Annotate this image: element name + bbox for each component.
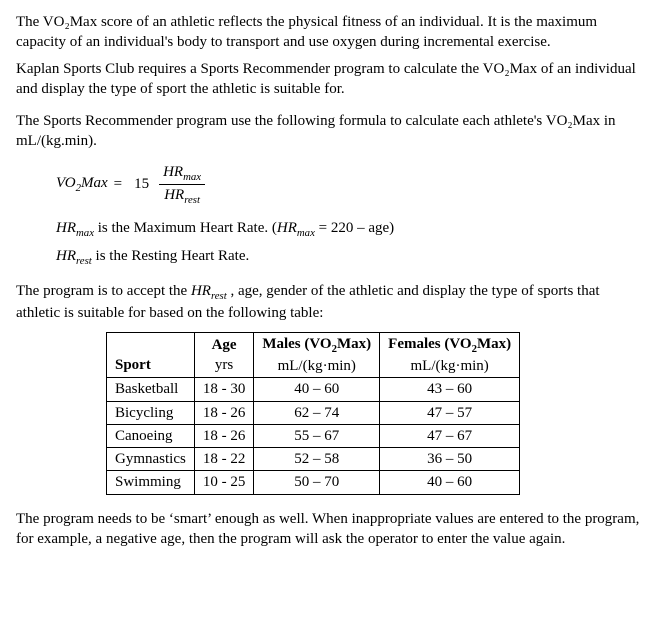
cell-male: 40 – 60 [254, 378, 380, 401]
cell-sport: Swimming [107, 471, 195, 494]
cell-age: 18 - 26 [194, 424, 254, 447]
intro-paragraph-2: Kaplan Sports Club requires a Sports Rec… [16, 59, 644, 100]
def-hrmax: HRmax is the Maximum Heart Rate. (HRmax … [56, 218, 644, 241]
cell-male: 55 – 67 [254, 424, 380, 447]
mid-paragraph: The program is to accept the HRrest , ag… [16, 281, 644, 324]
table-row: Canoeing 18 - 26 55 – 67 47 – 67 [107, 424, 520, 447]
col-female: Females (VO2Max) mL/(kg·min) [380, 332, 520, 378]
cell-sport: Bicycling [107, 401, 195, 424]
hrmax-term: HRmax [56, 220, 94, 236]
hrmax-text: is the Maximum Heart Rate. ( [94, 220, 277, 236]
closing-paragraph: The program needs to be ‘smart’ enough a… [16, 509, 644, 550]
table-row: Bicycling 18 - 26 62 – 74 47 – 57 [107, 401, 520, 424]
cell-female: 40 – 60 [380, 471, 520, 494]
intro-paragraph-3: The Sports Recommender program use the f… [16, 111, 644, 152]
hrmax-term-2: HRmax [277, 220, 315, 236]
cell-sport: Canoeing [107, 424, 195, 447]
cell-age: 18 - 22 [194, 448, 254, 471]
formula-denominator: HRrest [160, 185, 204, 208]
cell-female: 47 – 67 [380, 424, 520, 447]
col-age: Age yrs [194, 332, 254, 378]
intro-paragraph-1: The VO₂Max score of an athletic reflects… [16, 12, 644, 53]
formula-lhs: VO2Max [56, 173, 108, 196]
cell-age: 18 - 30 [194, 378, 254, 401]
cell-age: 18 - 26 [194, 401, 254, 424]
def-hrrest: HRrest is the Resting Heart Rate. [56, 246, 644, 269]
cell-age: 10 - 25 [194, 471, 254, 494]
cell-male: 50 – 70 [254, 471, 380, 494]
cell-female: 47 – 57 [380, 401, 520, 424]
cell-sport: Basketball [107, 378, 195, 401]
formula-coef: 15 [134, 174, 149, 194]
hrrest-term: HRrest [56, 248, 92, 264]
vo2max-formula: VO2Max = 15 HRmax HRrest [56, 162, 644, 208]
formula-equals: = [114, 174, 122, 194]
formula-definitions: HRmax is the Maximum Heart Rate. (HRmax … [56, 218, 644, 269]
cell-male: 52 – 58 [254, 448, 380, 471]
formula-numerator: HRmax [159, 162, 205, 186]
table-row: Gymnastics 18 - 22 52 – 58 36 – 50 [107, 448, 520, 471]
table-header-row: Sport Age yrs Males (VO2Max) mL/(kg·min)… [107, 332, 520, 378]
cell-sport: Gymnastics [107, 448, 195, 471]
table-row: Swimming 10 - 25 50 – 70 40 – 60 [107, 471, 520, 494]
cell-female: 36 – 50 [380, 448, 520, 471]
table-row: Basketball 18 - 30 40 – 60 43 – 60 [107, 378, 520, 401]
col-male: Males (VO2Max) mL/(kg·min) [254, 332, 380, 378]
cell-male: 62 – 74 [254, 401, 380, 424]
cell-female: 43 – 60 [380, 378, 520, 401]
hrmax-eq: = 220 – age) [315, 220, 394, 236]
hrrest-text: is the Resting Heart Rate. [92, 248, 249, 264]
sports-table: Sport Age yrs Males (VO2Max) mL/(kg·min)… [106, 332, 520, 495]
formula-fraction: HRmax HRrest [159, 162, 205, 208]
col-sport: Sport [107, 332, 195, 378]
